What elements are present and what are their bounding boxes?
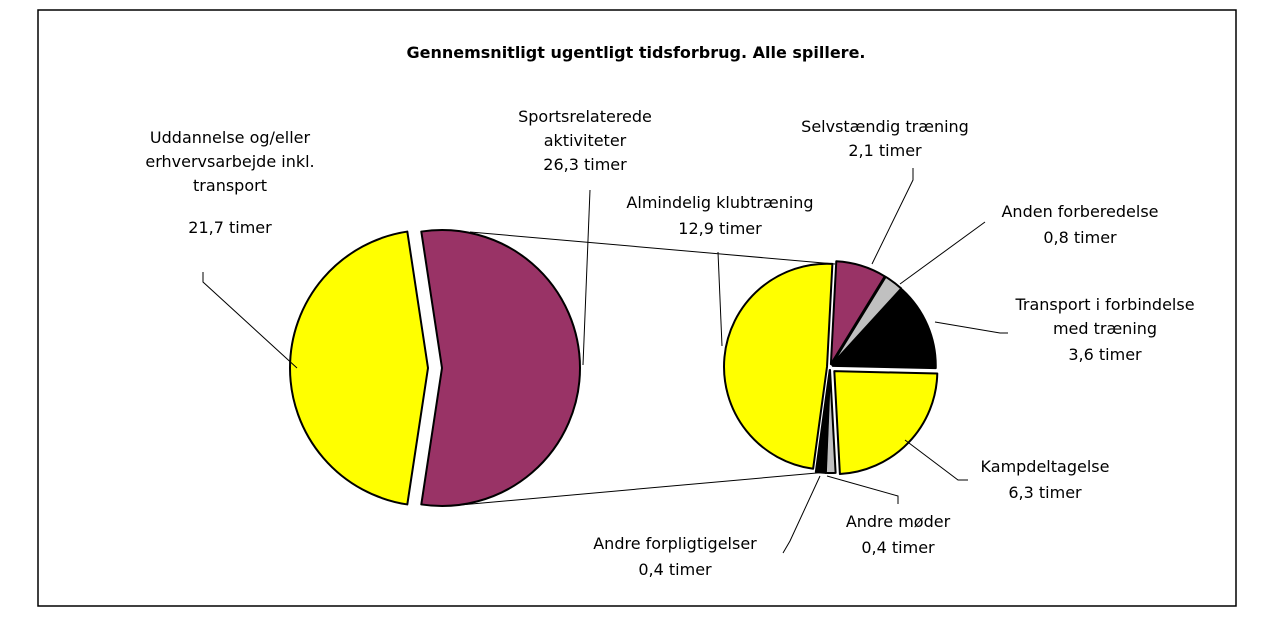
leader-line [582,189,591,366]
connector-line [459,471,829,506]
label-line: Uddannelse og/eller [150,128,311,147]
pie-slice [830,275,903,366]
pie-slice [289,230,429,506]
label-line: Almindelig klubtræning [626,193,813,212]
data-label: Sportsrelaterede aktiviteter [518,107,652,150]
value-label: 21,7 timer [188,218,272,237]
data-label: Anden forberedelse [1001,202,1158,221]
data-label: Andre møder [846,512,951,531]
value-label: 6,3 timer [1008,483,1082,502]
chart-frame [37,9,1237,607]
leader-line [934,321,1008,334]
leader-line [871,168,914,265]
label-line: Sportsrelaterede [518,107,652,126]
data-label: Transport i forbindelse med træning [1014,295,1194,338]
data-label: Selvstændig træning [801,117,969,136]
value-label: 0,8 timer [1043,228,1117,247]
data-label: Uddannelse og/eller erhvervsarbejde inkl.… [145,128,314,195]
pie-slice [814,368,831,474]
label-line: erhvervsarbejde inkl. [145,152,314,171]
data-label: Almindelig klubtræning [626,193,813,212]
leader-line [899,221,986,285]
leader-line [782,475,821,554]
value-label: 12,9 timer [678,219,762,238]
connector-line [469,231,836,265]
data-label: Andre forpligtigelser [593,534,757,553]
value-label: 0,4 timer [861,538,935,557]
label-line: Andre forpligtigelser [593,534,757,553]
value-label: 3,6 timer [1068,345,1142,364]
pie-slice [723,262,834,470]
pie-slice [829,260,886,366]
pie-slice [420,229,581,507]
label-line: aktiviteter [544,131,627,150]
data-label: Kampdeltagelse [981,457,1110,476]
leader-line [904,439,968,481]
chart-title: Gennemsnitligt ugentligt tidsforbrug. Al… [406,43,865,62]
value-label: 2,1 timer [848,141,922,160]
label-line: Transport i forbindelse [1014,295,1194,314]
value-label: 26,3 timer [543,155,627,174]
label-line: Anden forberedelse [1001,202,1158,221]
label-line: Andre møder [846,512,951,531]
leader-line [826,475,899,504]
value-label: 0,4 timer [638,560,712,579]
leader-line [717,251,723,347]
leader-line [202,272,298,369]
label-line: med træning [1053,319,1157,338]
pie-slice [831,288,937,370]
label-line: transport [193,176,267,195]
label-line: Selvstændig træning [801,117,969,136]
label-line: Kampdeltagelse [981,457,1110,476]
